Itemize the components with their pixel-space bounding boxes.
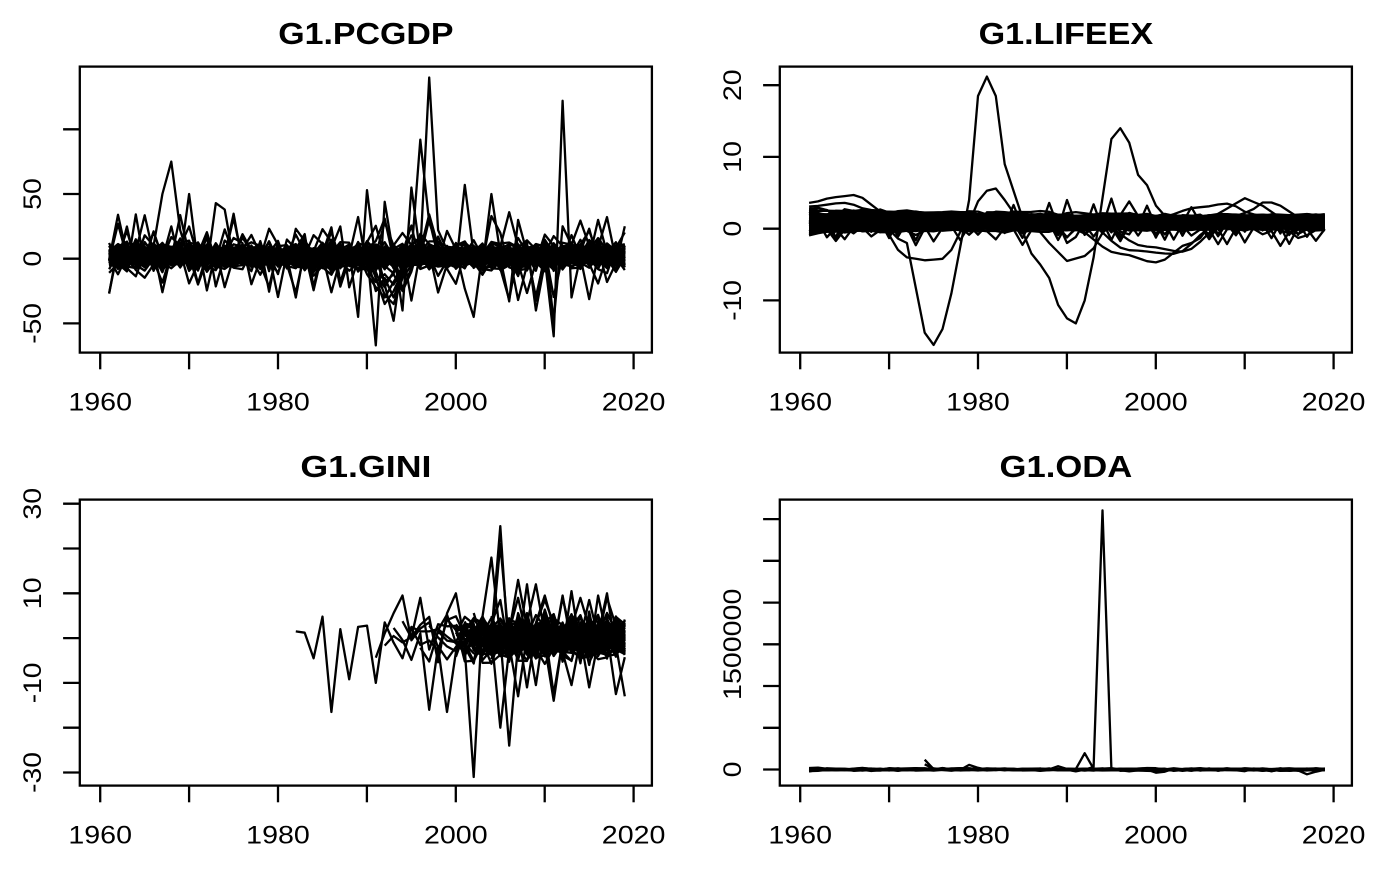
svg-text:0: 0 — [719, 762, 747, 778]
svg-text:1960: 1960 — [768, 822, 832, 850]
svg-text:2000: 2000 — [424, 822, 488, 850]
svg-text:G1.LIFEEX: G1.LIFEEX — [979, 17, 1154, 51]
svg-text:2020: 2020 — [1302, 389, 1366, 417]
svg-text:1980: 1980 — [946, 822, 1010, 850]
svg-text:G1.ODA: G1.ODA — [1000, 450, 1133, 484]
svg-text:10: 10 — [719, 141, 747, 173]
svg-text:10: 10 — [19, 577, 47, 609]
svg-text:G1.GINI: G1.GINI — [300, 450, 431, 484]
svg-text:-10: -10 — [719, 280, 747, 321]
svg-text:1960: 1960 — [68, 389, 132, 417]
svg-text:1980: 1980 — [246, 389, 310, 417]
svg-text:2000: 2000 — [1124, 822, 1188, 850]
svg-text:2000: 2000 — [424, 389, 488, 417]
svg-text:0: 0 — [719, 221, 747, 237]
svg-text:1980: 1980 — [246, 822, 310, 850]
svg-text:30: 30 — [19, 488, 47, 520]
svg-text:1960: 1960 — [68, 822, 132, 850]
svg-text:1960: 1960 — [768, 389, 832, 417]
svg-text:1980: 1980 — [946, 389, 1010, 417]
svg-text:G1.PCGDP: G1.PCGDP — [278, 17, 453, 51]
svg-text:2000: 2000 — [1124, 389, 1188, 417]
svg-text:-10: -10 — [19, 663, 47, 704]
svg-text:2020: 2020 — [602, 822, 666, 850]
svg-text:2020: 2020 — [1302, 822, 1366, 850]
svg-text:0: 0 — [19, 251, 47, 267]
svg-text:1500000: 1500000 — [719, 589, 747, 700]
svg-text:2020: 2020 — [602, 389, 666, 417]
svg-text:-30: -30 — [19, 752, 47, 793]
svg-text:-50: -50 — [19, 303, 47, 344]
svg-text:50: 50 — [19, 178, 47, 210]
svg-text:20: 20 — [719, 69, 747, 101]
